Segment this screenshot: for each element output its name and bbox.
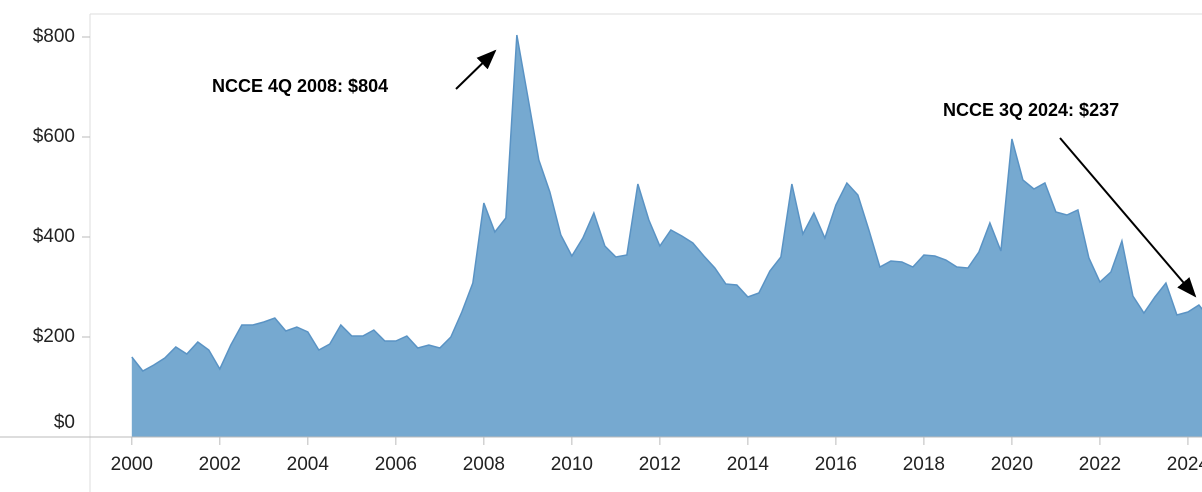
x-tick-label: 2002 (199, 454, 241, 475)
y-tick-label: $400 (33, 226, 75, 247)
x-tick-label: 2024 (1167, 454, 1202, 475)
x-tick-label: 2010 (551, 454, 593, 475)
x-tick-label: 2012 (639, 454, 681, 475)
x-tick-label: 2006 (375, 454, 417, 475)
area-line (131, 34, 1202, 372)
x-tick-label: 2008 (463, 454, 505, 475)
y-tick-label: $600 (33, 126, 75, 147)
annotation-arrow (455, 49, 497, 90)
plot-area (131, 34, 1202, 437)
annotation: NCCE 3Q 2024: $237 (943, 100, 1119, 120)
annotation: NCCE 4Q 2008: $804 (212, 76, 388, 96)
x-tick-label: 2016 (815, 454, 857, 475)
x-tick-label: 2000 (111, 454, 153, 475)
x-tick-label: 2018 (903, 454, 945, 475)
y-tick-label: $800 (33, 26, 75, 47)
x-tick-label: 2022 (1079, 454, 1121, 475)
axes: $0 $200 $400 $600 $800 2000 2002 2004 2006 2008 20… (33, 26, 1202, 475)
x-tick-label: 2004 (287, 454, 330, 475)
annotation-arrow (1059, 137, 1197, 298)
y-tick-label: $0 (54, 412, 75, 433)
x-tick-label: 2014 (727, 454, 770, 475)
y-tick-label: $200 (33, 326, 75, 347)
x-tick-label: 2020 (991, 454, 1033, 475)
